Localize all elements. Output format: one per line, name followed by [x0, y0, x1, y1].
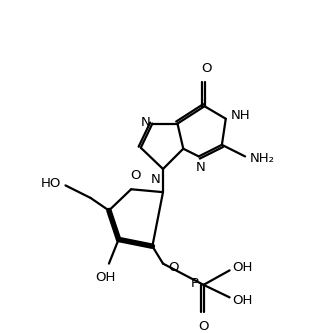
Text: O: O — [201, 62, 212, 75]
Text: HO: HO — [41, 177, 62, 190]
Text: OH: OH — [95, 271, 115, 284]
Text: N: N — [150, 173, 160, 186]
Text: NH₂: NH₂ — [250, 152, 275, 165]
Text: NH: NH — [230, 109, 250, 122]
Text: OH: OH — [232, 294, 253, 307]
Text: O: O — [168, 261, 178, 274]
Text: N: N — [141, 116, 150, 129]
Text: N: N — [196, 161, 205, 174]
Text: O: O — [131, 168, 141, 181]
Text: P: P — [191, 277, 199, 290]
Text: O: O — [198, 320, 209, 333]
Text: OH: OH — [232, 261, 253, 274]
